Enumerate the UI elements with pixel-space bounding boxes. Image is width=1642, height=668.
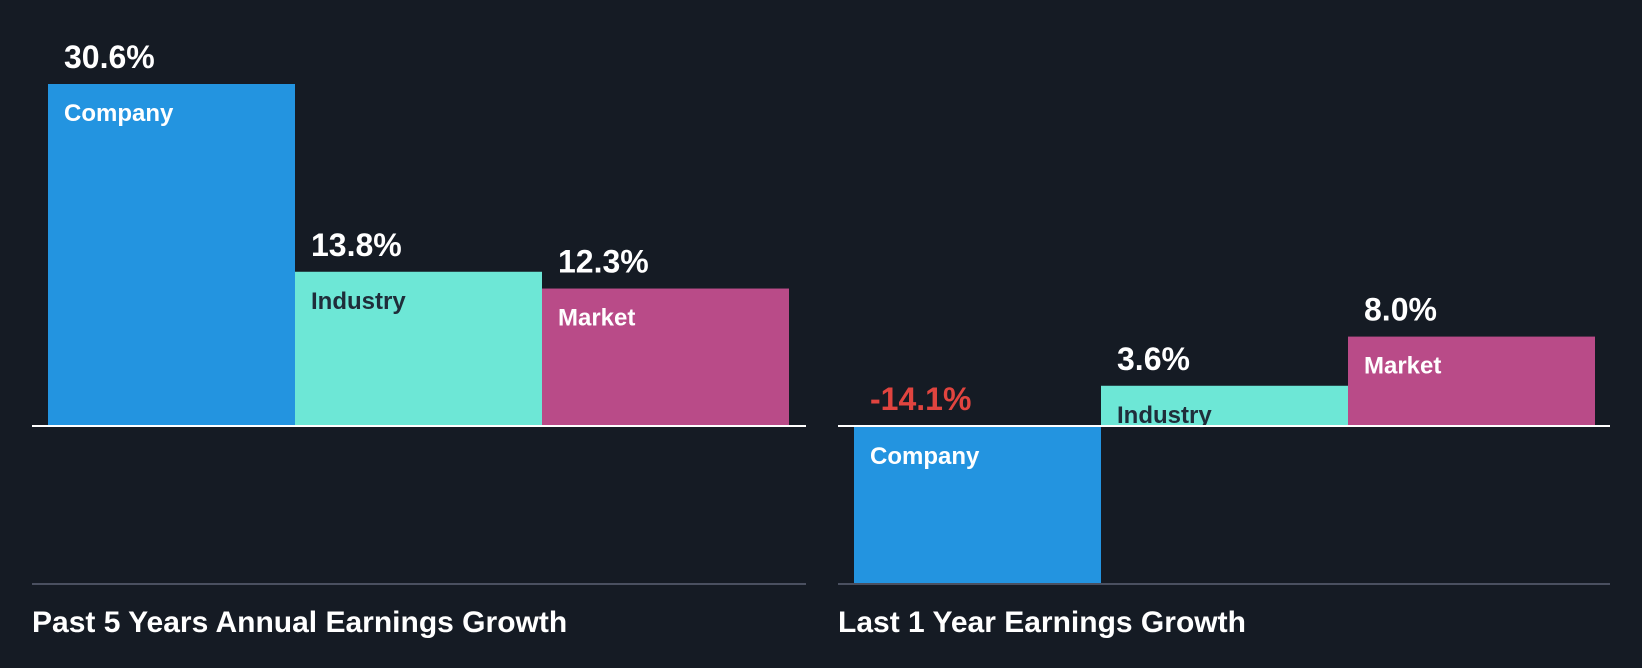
past-5-years-value-label-market: 12.3% — [558, 244, 649, 280]
past-5-years-category-label-company: Company — [64, 100, 174, 127]
last-1-year-value-label-market: 8.0% — [1364, 292, 1437, 328]
past-5-years-bar-industry — [295, 271, 542, 426]
last-1-year-bar-industry — [1101, 385, 1348, 426]
last-1-year-value-label-company: -14.1% — [870, 381, 971, 417]
past-5-years-category-label-market: Market — [558, 305, 635, 332]
chart-title-last-1-year: Last 1 Year Earnings Growth — [838, 606, 1246, 639]
past-5-years-category-label-industry: Industry — [311, 288, 406, 315]
past-5-years-value-label-industry: 13.8% — [311, 227, 402, 263]
past-5-years-bar-market — [542, 288, 789, 426]
last-1-year-value-label-industry: 3.6% — [1117, 341, 1190, 377]
last-1-year-category-label-company: Company — [870, 443, 980, 470]
chart-title-past-5-years: Past 5 Years Annual Earnings Growth — [32, 606, 568, 639]
last-1-year-category-label-market: Market — [1364, 353, 1441, 380]
last-1-year-bar-company — [854, 426, 1101, 584]
last-1-year-bar-market — [1348, 336, 1595, 426]
last-1-year-category-label-industry: Industry — [1117, 402, 1212, 429]
past-5-years-value-label-company: 30.6% — [64, 39, 155, 75]
past-5-years-bar-company — [48, 84, 295, 426]
